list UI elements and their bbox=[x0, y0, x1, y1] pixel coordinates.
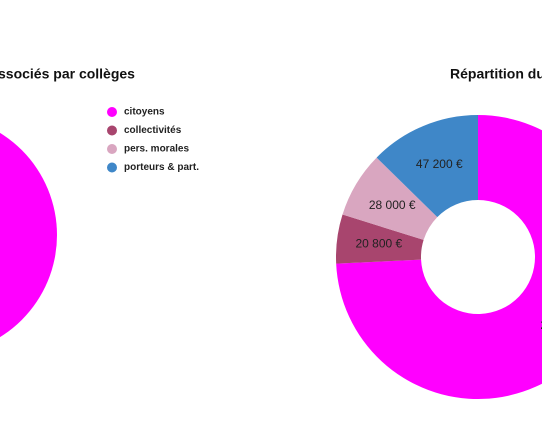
donut-slice bbox=[336, 115, 542, 399]
legend-swatch bbox=[107, 107, 117, 117]
value-label: 20 800 € bbox=[355, 236, 402, 250]
right-title: Répartition du bbox=[450, 66, 542, 82]
donut-slice bbox=[376, 115, 478, 218]
left-title: ssociés par collèges bbox=[0, 66, 135, 82]
legend-label: collectivités bbox=[124, 125, 182, 136]
legend-label: citoyens bbox=[124, 107, 165, 118]
value-label: 47 200 € bbox=[416, 157, 463, 171]
donut-slice bbox=[342, 157, 438, 240]
donut-slice bbox=[336, 214, 424, 264]
legend-label: porteurs & part. bbox=[124, 162, 199, 173]
value-label: 28 000 € bbox=[369, 198, 416, 212]
left-pie-visible-part bbox=[0, 132, 57, 338]
legend-swatch bbox=[107, 144, 117, 154]
value-label: 277 bbox=[540, 318, 542, 332]
legend-swatch bbox=[107, 162, 117, 173]
legend-swatch bbox=[107, 125, 117, 136]
legend-label: pers. morales bbox=[124, 144, 189, 155]
